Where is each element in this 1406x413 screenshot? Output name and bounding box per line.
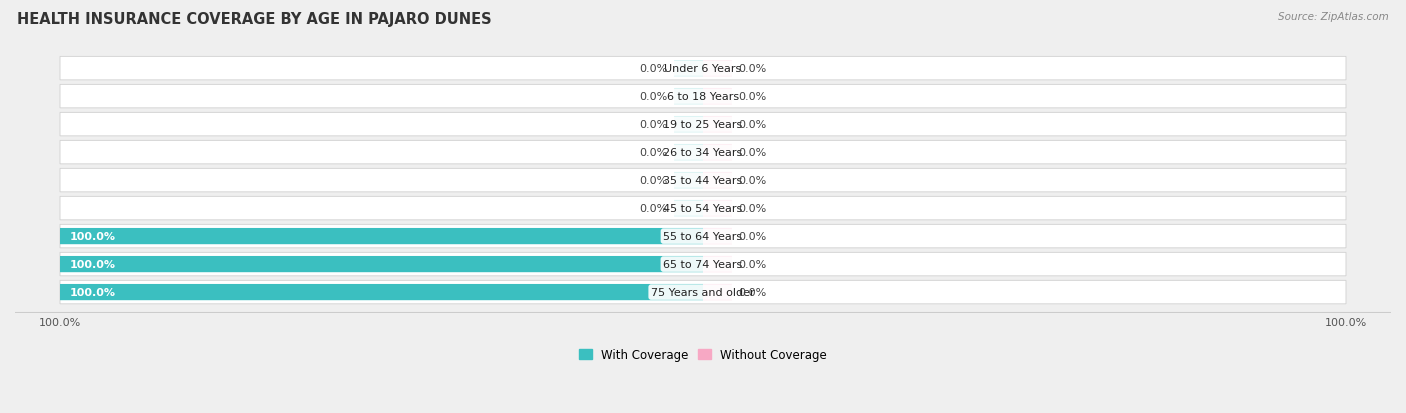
FancyBboxPatch shape: [60, 281, 1346, 304]
FancyBboxPatch shape: [703, 89, 733, 105]
FancyBboxPatch shape: [703, 173, 733, 189]
FancyBboxPatch shape: [60, 169, 1346, 192]
FancyBboxPatch shape: [673, 117, 703, 133]
FancyBboxPatch shape: [60, 197, 1346, 220]
Text: 100.0%: 100.0%: [70, 232, 115, 242]
Legend: With Coverage, Without Coverage: With Coverage, Without Coverage: [574, 343, 832, 366]
FancyBboxPatch shape: [60, 225, 1346, 248]
Text: 45 to 54 Years: 45 to 54 Years: [664, 204, 742, 214]
FancyBboxPatch shape: [703, 145, 733, 161]
Text: 0.0%: 0.0%: [640, 64, 668, 74]
Text: 55 to 64 Years: 55 to 64 Years: [664, 232, 742, 242]
Text: HEALTH INSURANCE COVERAGE BY AGE IN PAJARO DUNES: HEALTH INSURANCE COVERAGE BY AGE IN PAJA…: [17, 12, 492, 27]
FancyBboxPatch shape: [60, 141, 1346, 164]
Text: 0.0%: 0.0%: [738, 148, 766, 158]
FancyBboxPatch shape: [60, 284, 703, 301]
Text: 0.0%: 0.0%: [640, 176, 668, 186]
Text: 0.0%: 0.0%: [738, 176, 766, 186]
FancyBboxPatch shape: [703, 117, 733, 133]
FancyBboxPatch shape: [60, 228, 703, 244]
Text: 100.0%: 100.0%: [70, 259, 115, 269]
FancyBboxPatch shape: [673, 61, 703, 77]
Text: Under 6 Years: Under 6 Years: [665, 64, 741, 74]
FancyBboxPatch shape: [60, 253, 1346, 276]
FancyBboxPatch shape: [703, 256, 733, 273]
FancyBboxPatch shape: [703, 284, 733, 301]
FancyBboxPatch shape: [673, 173, 703, 189]
FancyBboxPatch shape: [673, 145, 703, 161]
Text: Source: ZipAtlas.com: Source: ZipAtlas.com: [1278, 12, 1389, 22]
Text: 0.0%: 0.0%: [738, 259, 766, 269]
FancyBboxPatch shape: [673, 200, 703, 217]
Text: 0.0%: 0.0%: [640, 92, 668, 102]
FancyBboxPatch shape: [60, 57, 1346, 81]
FancyBboxPatch shape: [60, 256, 703, 273]
FancyBboxPatch shape: [60, 113, 1346, 137]
Text: 0.0%: 0.0%: [738, 204, 766, 214]
Text: 65 to 74 Years: 65 to 74 Years: [664, 259, 742, 269]
Text: 0.0%: 0.0%: [640, 148, 668, 158]
Text: 0.0%: 0.0%: [738, 64, 766, 74]
FancyBboxPatch shape: [673, 89, 703, 105]
FancyBboxPatch shape: [60, 85, 1346, 109]
Text: 0.0%: 0.0%: [738, 287, 766, 297]
Text: 100.0%: 100.0%: [70, 287, 115, 297]
Text: 75 Years and older: 75 Years and older: [651, 287, 755, 297]
FancyBboxPatch shape: [703, 200, 733, 217]
FancyBboxPatch shape: [703, 61, 733, 77]
Text: 0.0%: 0.0%: [640, 204, 668, 214]
Text: 6 to 18 Years: 6 to 18 Years: [666, 92, 740, 102]
Text: 0.0%: 0.0%: [738, 232, 766, 242]
Text: 35 to 44 Years: 35 to 44 Years: [664, 176, 742, 186]
Text: 0.0%: 0.0%: [640, 120, 668, 130]
Text: 26 to 34 Years: 26 to 34 Years: [664, 148, 742, 158]
FancyBboxPatch shape: [703, 228, 733, 244]
Text: 0.0%: 0.0%: [738, 92, 766, 102]
Text: 19 to 25 Years: 19 to 25 Years: [664, 120, 742, 130]
Text: 0.0%: 0.0%: [738, 120, 766, 130]
